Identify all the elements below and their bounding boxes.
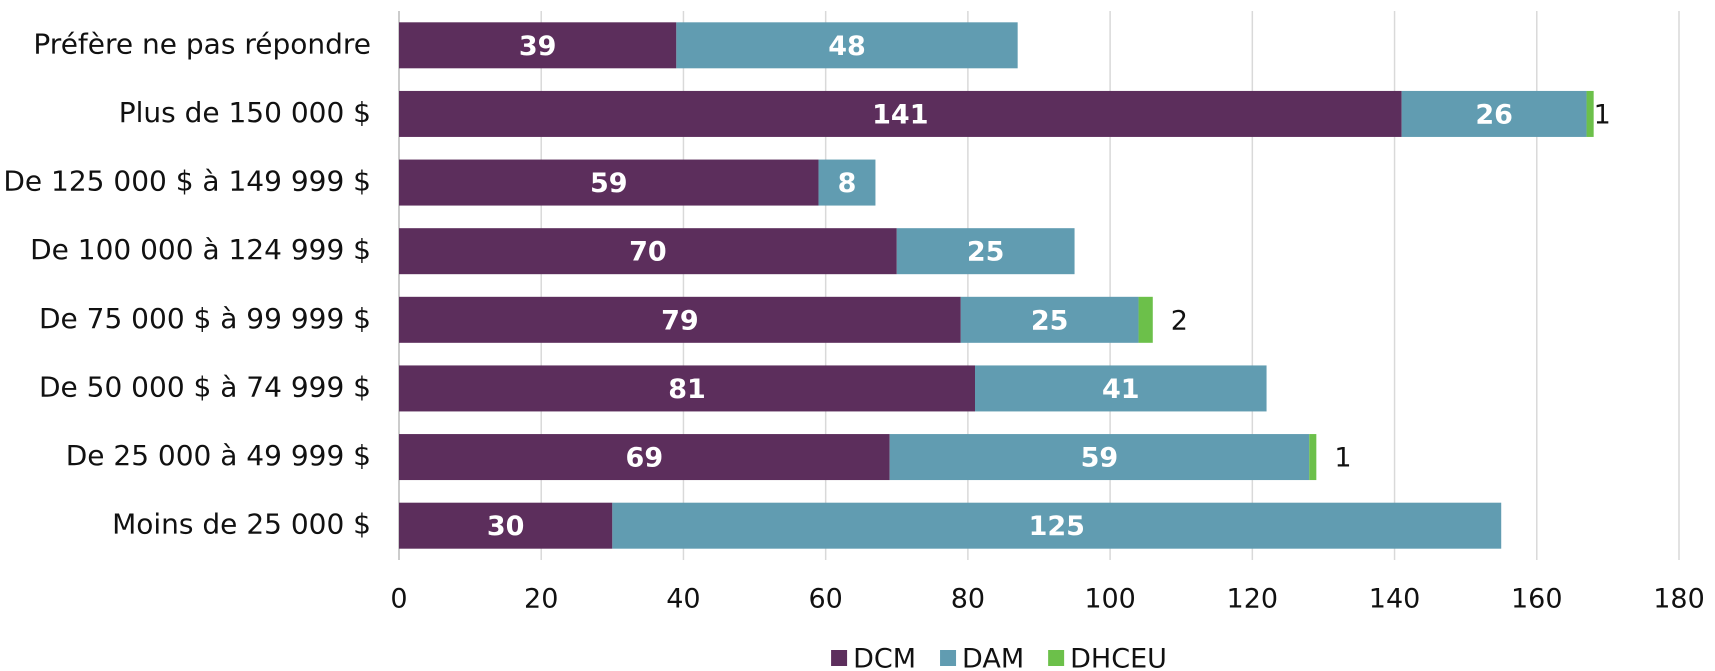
bar-segment	[399, 90, 1402, 137]
y-tick-label: Moins de 25 000 $	[112, 508, 371, 541]
data-label: 59	[1081, 443, 1119, 474]
data-label: 79	[661, 305, 699, 336]
bar-segment	[889, 434, 1310, 481]
x-tick-label: 60	[808, 584, 842, 615]
x-tick-label: 180	[1653, 584, 1705, 615]
legend-swatch	[1048, 650, 1065, 666]
x-tick-label: 0	[390, 584, 407, 615]
data-label: 59	[590, 168, 628, 199]
bar-segment	[1138, 296, 1153, 343]
bar-segment	[399, 228, 897, 275]
data-label: 41	[1102, 374, 1140, 405]
bar-segment	[818, 159, 876, 206]
y-tick-label: De 75 000 $ à 99 999 $	[39, 302, 371, 335]
y-tick-label: De 25 000 à 49 999 $	[66, 439, 371, 472]
data-label: 48	[828, 31, 866, 62]
bar-segment	[399, 434, 890, 481]
y-tick-label: Préfère ne pas répondre	[33, 27, 371, 60]
bar-segment	[676, 22, 1018, 69]
bar-segment	[399, 365, 975, 412]
y-tick-label: De 50 000 $ à 74 999 $	[39, 370, 371, 403]
data-label: 25	[967, 237, 1005, 268]
bar-segment	[399, 159, 819, 206]
data-label: 81	[668, 374, 706, 405]
legend-swatch	[940, 650, 957, 666]
bar-segment	[1309, 434, 1317, 481]
data-label: 25	[1031, 305, 1069, 336]
legend-label: DCM	[853, 644, 916, 671]
x-tick-label: 80	[951, 584, 985, 615]
bar-segment	[399, 296, 961, 343]
data-label: 1	[1334, 443, 1351, 474]
legend-label: DAM	[962, 644, 1024, 671]
y-tick-label: De 100 000 à 124 999 $	[30, 233, 371, 266]
bar-segment	[960, 296, 1139, 343]
data-label: 1	[1594, 99, 1611, 130]
bar-segment	[1401, 90, 1587, 137]
data-label: 39	[519, 31, 557, 62]
data-label: 125	[1029, 511, 1085, 542]
y-tick-label: De 125 000 $ à 149 999 $	[3, 165, 371, 198]
data-label: 30	[487, 511, 525, 542]
x-tick-label: 160	[1511, 584, 1563, 615]
data-label: 69	[626, 443, 664, 474]
bar-segment	[612, 502, 1502, 549]
y-tick-label: Plus de 150 000 $	[119, 96, 371, 129]
data-label: 26	[1475, 99, 1513, 130]
data-label: 70	[629, 237, 667, 268]
bar-segment	[975, 365, 1267, 412]
data-label: 141	[872, 99, 928, 130]
bar-segment	[896, 228, 1075, 275]
legend-label: DHCEU	[1070, 644, 1167, 671]
x-tick-label: 140	[1369, 584, 1421, 615]
data-label: 8	[838, 168, 857, 199]
bar-segment	[399, 502, 613, 549]
data-label: 2	[1171, 305, 1188, 336]
legend-swatch	[831, 650, 848, 666]
x-tick-label: 40	[666, 584, 700, 615]
bar-segment	[1586, 90, 1594, 137]
x-tick-label: 20	[524, 584, 558, 615]
x-tick-label: 120	[1227, 584, 1279, 615]
bar-segment	[399, 22, 677, 69]
x-tick-label: 100	[1084, 584, 1136, 615]
